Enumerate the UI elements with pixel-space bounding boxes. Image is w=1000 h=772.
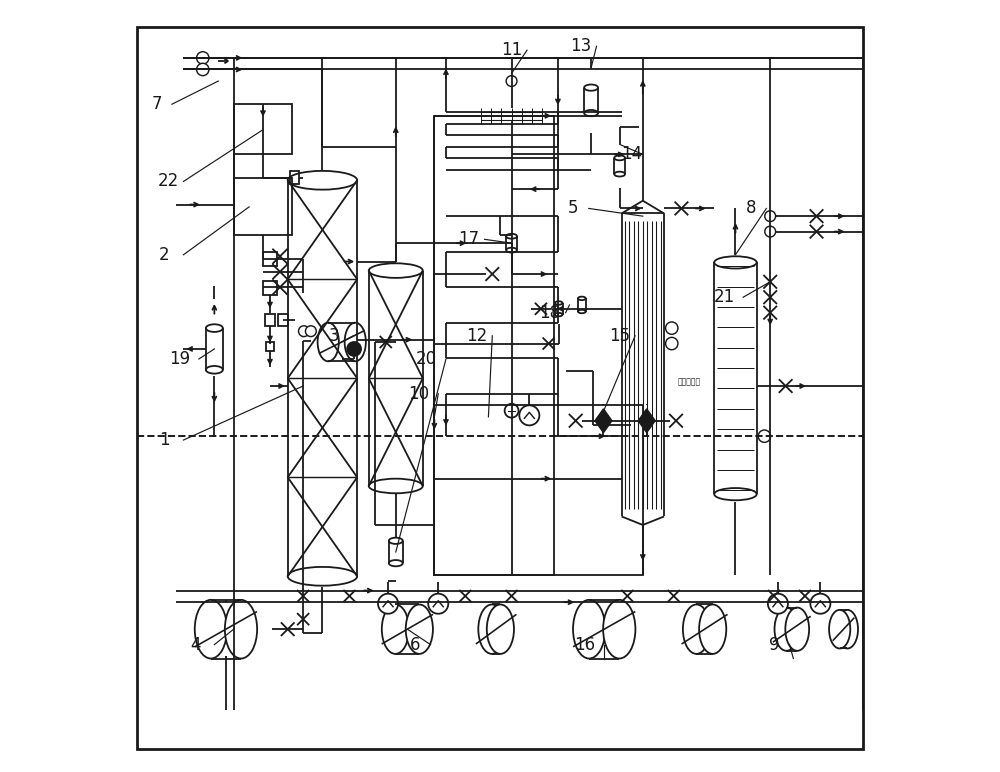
Ellipse shape (382, 604, 409, 654)
Ellipse shape (345, 323, 366, 361)
Bar (278, 314, 288, 326)
Text: 4: 4 (190, 635, 200, 654)
Text: 12: 12 (466, 327, 487, 345)
Ellipse shape (555, 313, 563, 317)
Ellipse shape (389, 560, 403, 567)
Text: 17: 17 (459, 230, 480, 249)
Circle shape (506, 76, 517, 86)
Text: 10: 10 (408, 384, 430, 403)
Circle shape (810, 594, 830, 614)
Ellipse shape (775, 608, 798, 651)
Ellipse shape (614, 171, 625, 177)
Ellipse shape (206, 324, 223, 332)
Text: 5: 5 (568, 199, 579, 218)
Ellipse shape (369, 263, 423, 278)
Ellipse shape (584, 110, 598, 117)
Text: 6: 6 (410, 635, 420, 654)
Text: 22: 22 (157, 172, 179, 191)
Ellipse shape (406, 604, 433, 654)
Polygon shape (595, 409, 612, 421)
Ellipse shape (555, 301, 563, 305)
Bar (234, 104, 292, 154)
Circle shape (505, 404, 519, 418)
Ellipse shape (573, 600, 605, 659)
Ellipse shape (478, 604, 505, 654)
Polygon shape (638, 421, 655, 432)
Ellipse shape (578, 310, 586, 313)
Text: 8: 8 (746, 199, 756, 218)
Circle shape (666, 337, 678, 350)
Circle shape (197, 63, 209, 76)
Circle shape (299, 326, 309, 337)
Bar (263, 281, 277, 295)
Ellipse shape (506, 234, 517, 239)
Ellipse shape (837, 610, 858, 648)
Text: 11: 11 (501, 41, 522, 59)
Polygon shape (638, 409, 655, 421)
Circle shape (666, 322, 678, 334)
Ellipse shape (714, 256, 757, 269)
Ellipse shape (578, 296, 586, 300)
Ellipse shape (288, 171, 357, 190)
Bar (434, 405, 643, 575)
Ellipse shape (714, 488, 757, 500)
Ellipse shape (389, 537, 403, 544)
Circle shape (428, 594, 448, 614)
Ellipse shape (785, 608, 809, 651)
Text: 13: 13 (570, 37, 592, 56)
Ellipse shape (288, 567, 357, 586)
Text: 7: 7 (151, 95, 162, 113)
Bar (434, 116, 554, 575)
Circle shape (765, 226, 776, 237)
Circle shape (768, 594, 788, 614)
Ellipse shape (225, 600, 257, 659)
Text: 21: 21 (713, 288, 735, 306)
Text: 3: 3 (329, 327, 339, 345)
Ellipse shape (683, 604, 710, 654)
Circle shape (758, 430, 771, 442)
Ellipse shape (603, 600, 635, 659)
Text: 14: 14 (621, 145, 642, 164)
Bar (263, 252, 277, 266)
Polygon shape (595, 421, 612, 432)
Ellipse shape (829, 610, 850, 648)
Ellipse shape (206, 366, 223, 374)
Text: 18: 18 (540, 303, 561, 322)
Ellipse shape (584, 84, 598, 91)
Ellipse shape (614, 155, 625, 161)
Text: 9: 9 (769, 635, 779, 654)
Bar (265, 314, 275, 326)
Bar (266, 342, 274, 351)
Circle shape (347, 342, 361, 356)
Text: 15: 15 (609, 327, 630, 345)
Text: 1: 1 (159, 431, 169, 449)
Ellipse shape (369, 479, 423, 493)
Ellipse shape (487, 604, 514, 654)
Ellipse shape (318, 323, 339, 361)
Circle shape (378, 594, 398, 614)
Circle shape (197, 52, 209, 64)
Ellipse shape (699, 604, 726, 654)
Circle shape (765, 211, 776, 222)
Text: 16: 16 (574, 635, 595, 654)
Bar (290, 171, 299, 184)
Text: 稀硝酸产品: 稀硝酸产品 (678, 378, 701, 387)
Circle shape (305, 326, 316, 337)
Bar (234, 178, 292, 235)
Ellipse shape (506, 248, 517, 252)
Text: 19: 19 (169, 350, 190, 368)
Ellipse shape (195, 600, 227, 659)
Circle shape (519, 405, 539, 425)
Text: 20: 20 (416, 350, 437, 368)
Text: 2: 2 (159, 245, 169, 264)
